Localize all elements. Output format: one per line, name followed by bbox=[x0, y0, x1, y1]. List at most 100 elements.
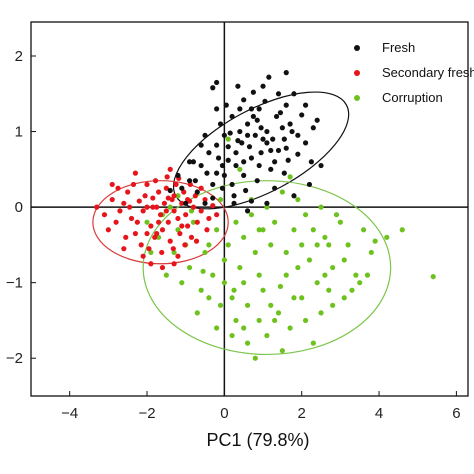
point-corruption bbox=[206, 295, 212, 301]
point-corruption bbox=[302, 212, 309, 218]
point-corruption bbox=[229, 295, 235, 301]
point-secondary-fresh bbox=[154, 204, 160, 210]
point-fresh bbox=[260, 136, 266, 142]
legend-marker-corruption bbox=[354, 95, 360, 101]
point-corruption bbox=[256, 227, 262, 233]
point-fresh bbox=[235, 138, 241, 144]
point-secondary-fresh bbox=[132, 170, 139, 176]
point-fresh bbox=[250, 89, 256, 95]
point-secondary-fresh bbox=[127, 204, 133, 210]
y-tick-label: −2 bbox=[6, 350, 23, 367]
legend-label-secondary-fresh: Secondary fresh bbox=[382, 65, 474, 80]
point-fresh bbox=[214, 106, 220, 112]
point-corruption bbox=[244, 302, 251, 308]
point-fresh bbox=[275, 147, 282, 154]
point-corruption bbox=[241, 325, 247, 331]
point-fresh bbox=[202, 200, 208, 206]
x-tick-label: 2 bbox=[298, 405, 306, 422]
point-corruption bbox=[231, 287, 237, 293]
point-fresh bbox=[225, 157, 231, 163]
point-fresh bbox=[258, 125, 264, 131]
point-corruption bbox=[225, 242, 231, 248]
point-fresh bbox=[192, 178, 198, 184]
point-fresh bbox=[244, 132, 251, 138]
point-secondary-fresh bbox=[163, 208, 169, 214]
point-secondary-fresh bbox=[128, 215, 135, 222]
point-fresh bbox=[235, 83, 241, 89]
point-fresh bbox=[202, 132, 208, 138]
point-secondary-fresh bbox=[198, 185, 204, 191]
point-fresh bbox=[214, 79, 220, 86]
point-fresh bbox=[237, 106, 243, 112]
point-fresh bbox=[270, 136, 276, 142]
point-fresh bbox=[287, 121, 293, 127]
point-corruption bbox=[353, 272, 359, 278]
point-secondary-fresh bbox=[165, 195, 171, 201]
point-secondary-fresh bbox=[171, 261, 177, 267]
point-fresh bbox=[295, 151, 301, 157]
point-fresh bbox=[194, 189, 200, 195]
point-secondary-fresh bbox=[204, 227, 210, 233]
point-fresh bbox=[254, 117, 260, 123]
point-secondary-fresh bbox=[159, 249, 165, 256]
point-secondary-fresh bbox=[167, 238, 173, 244]
point-corruption bbox=[341, 295, 347, 301]
point-fresh bbox=[179, 185, 185, 191]
point-corruption bbox=[275, 310, 282, 316]
point-corruption bbox=[214, 325, 220, 331]
point-corruption bbox=[256, 272, 262, 278]
point-secondary-fresh bbox=[202, 196, 208, 203]
point-secondary-fresh bbox=[146, 246, 152, 252]
point-corruption bbox=[357, 280, 363, 286]
point-corruption bbox=[291, 227, 297, 233]
point-secondary-fresh bbox=[206, 215, 212, 222]
point-fresh bbox=[204, 170, 210, 176]
point-fresh bbox=[291, 193, 297, 199]
point-corruption bbox=[299, 295, 305, 301]
point-secondary-fresh bbox=[188, 234, 195, 240]
point-secondary-fresh bbox=[136, 198, 142, 204]
point-corruption bbox=[277, 283, 284, 290]
point-secondary-fresh bbox=[94, 204, 100, 210]
point-secondary-fresh bbox=[148, 223, 154, 229]
point-secondary-fresh bbox=[130, 181, 137, 188]
point-corruption bbox=[283, 249, 289, 256]
point-corruption bbox=[217, 302, 224, 308]
point-secondary-fresh bbox=[140, 208, 146, 214]
point-corruption bbox=[360, 227, 367, 233]
point-fresh bbox=[289, 128, 295, 135]
point-secondary-fresh bbox=[214, 212, 220, 218]
point-corruption bbox=[345, 242, 351, 248]
x-tick-label: −4 bbox=[61, 405, 78, 422]
point-fresh bbox=[219, 162, 226, 169]
point-secondary-fresh bbox=[156, 219, 162, 225]
point-corruption bbox=[318, 204, 324, 210]
point-fresh bbox=[256, 162, 262, 169]
point-secondary-fresh bbox=[171, 208, 177, 214]
point-fresh bbox=[283, 145, 289, 151]
point-fresh bbox=[299, 112, 305, 118]
point-fresh bbox=[210, 195, 216, 201]
point-secondary-fresh bbox=[117, 208, 123, 214]
point-fresh bbox=[283, 102, 289, 108]
point-secondary-fresh bbox=[121, 246, 127, 252]
point-corruption bbox=[210, 272, 216, 278]
point-corruption bbox=[229, 332, 235, 339]
point-fresh bbox=[243, 187, 249, 194]
point-corruption bbox=[330, 302, 336, 308]
point-secondary-fresh bbox=[125, 189, 131, 195]
point-corruption bbox=[306, 257, 313, 263]
point-corruption bbox=[179, 280, 185, 286]
point-secondary-fresh bbox=[193, 238, 200, 244]
point-fresh bbox=[241, 97, 247, 103]
point-corruption bbox=[214, 227, 220, 233]
point-fresh bbox=[186, 159, 193, 165]
point-corruption bbox=[202, 249, 208, 256]
point-corruption bbox=[264, 332, 270, 339]
point-secondary-fresh bbox=[109, 196, 115, 203]
point-fresh bbox=[217, 121, 224, 127]
point-fresh bbox=[266, 74, 272, 80]
point-fresh bbox=[264, 128, 270, 135]
point-secondary-fresh bbox=[150, 204, 156, 210]
point-secondary-fresh bbox=[183, 212, 189, 218]
